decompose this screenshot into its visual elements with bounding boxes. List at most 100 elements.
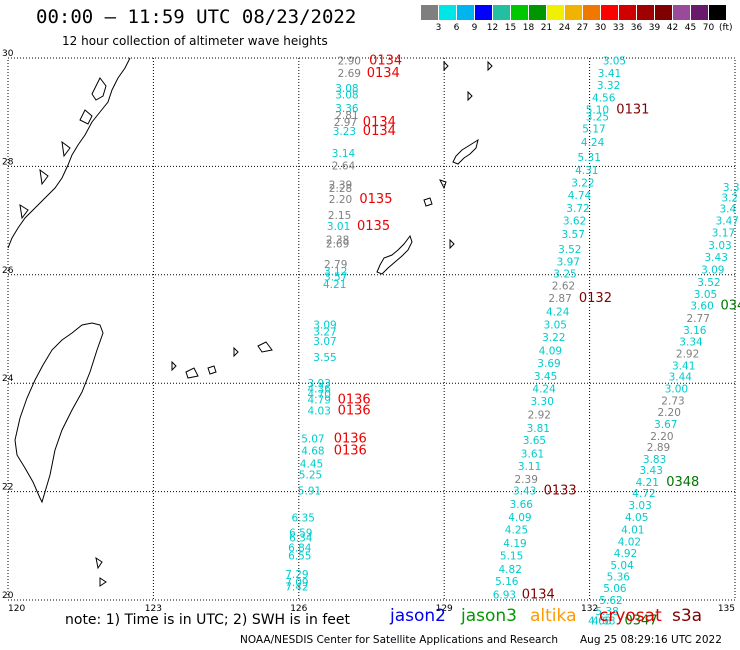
wave-height-value: 4.25 <box>505 525 528 537</box>
wave-height-value: 2.64 <box>332 160 356 172</box>
wave-height-value: 6.93 <box>493 590 516 602</box>
wave-height-value: 3.01 <box>327 221 350 233</box>
wave-height-value: 3.55 <box>313 352 336 364</box>
wave-height-value: 3.69 <box>537 358 560 370</box>
wave-height-value: 3.05 <box>544 320 567 332</box>
wave-height-value: 3.81 <box>527 423 550 435</box>
coastlines <box>7 57 493 587</box>
wave-height-value: 3.23 <box>333 126 356 138</box>
wave-height-value: 2.90 <box>338 56 361 68</box>
map-subtitle: 12 hour collection of altimeter wave hei… <box>62 34 328 48</box>
wave-height-value: 3.57 <box>324 271 347 283</box>
colorbar-swatch <box>547 5 564 20</box>
china-coast-islands <box>19 77 107 220</box>
wave-height-value: 3.41 <box>672 360 695 372</box>
pass-number-label: 0136 <box>334 443 367 458</box>
colorbar-swatch <box>529 5 546 20</box>
lat-tick-label: 24 <box>2 374 14 384</box>
pass-number-label: 034 <box>721 299 740 314</box>
wave-height-value: 3.83 <box>643 454 666 466</box>
wave-height-value: 2.77 <box>687 313 710 325</box>
wave-height-value: 5.04 <box>610 560 634 572</box>
wave-height-value: 4.31 <box>575 165 598 177</box>
wave-height-value: 2.97 <box>334 117 357 129</box>
wave-height-value: 2.79 <box>324 259 347 271</box>
wave-height-value: 3.11 <box>518 461 541 473</box>
wave-height-value: 3.25 <box>553 269 576 281</box>
wave-height-value: 3.43 <box>640 465 663 477</box>
colorbar-label: 70 <box>702 23 715 33</box>
pass-number-label: 0135 <box>359 192 392 207</box>
wave-height-value: 6.35 <box>292 513 315 525</box>
wave-height-value: 2.89 <box>647 442 670 454</box>
wave-height-value: 5.17 <box>582 124 605 136</box>
wave-height-value: 4.21 <box>636 477 659 489</box>
taiwan-coastline <box>14 322 104 504</box>
colorbar-swatch <box>493 5 510 20</box>
wave-height-value: 3.22 <box>542 332 565 344</box>
colorbar-label: 30 <box>594 23 607 33</box>
wave-height-value: 2.28 <box>329 183 352 195</box>
wave-height-value: 3.66 <box>510 499 534 511</box>
pass-number-label: 0347 <box>625 614 658 629</box>
wave-height-value: 6.59 <box>289 527 312 539</box>
pass-number-label: 0136 <box>338 403 371 418</box>
colorbar-swatch <box>457 5 474 20</box>
wave-height-value: 2.81 <box>335 110 358 122</box>
wave-height-value: 3.67 <box>654 419 677 431</box>
wave-height-value: 4.24 <box>581 137 605 149</box>
map-title: 00:00 — 11:59 UTC 08/23/2022 <box>36 6 357 28</box>
colorbar-label: 15 <box>504 23 517 33</box>
amami-island <box>452 138 479 165</box>
wave-height-value: 4.24 <box>546 307 570 319</box>
colorbar-label: 24 <box>558 23 571 33</box>
wave-height-value: 2.69 <box>338 68 361 80</box>
wave-height-value: 3.62 <box>563 216 586 228</box>
wave-height-value: 4.21 <box>323 279 346 291</box>
lat-tick-label: 20 <box>2 591 14 601</box>
pass-number-label: 0131 <box>616 103 649 118</box>
wave-height-value: 2.87 <box>548 293 571 305</box>
legend-item-jason2: jason2 <box>390 606 446 626</box>
colorbar-swatch <box>619 5 636 20</box>
pass-number-label: 0133 <box>544 484 577 499</box>
wave-height-value: 3.12 <box>324 266 347 278</box>
wave-height-value: 3.00 <box>665 384 688 396</box>
wave-height-value: 3.41 <box>598 68 621 80</box>
pass-number-label: 0134 <box>369 54 402 69</box>
wave-height-value: 5.10 <box>586 105 609 117</box>
wave-height-value: 5.15 <box>500 551 523 563</box>
lon-tick-label: 120 <box>8 604 25 614</box>
wave-height-value: 3.32 <box>597 80 620 92</box>
wave-height-value: 4.03 <box>308 405 331 417</box>
wave-height-value: 3.27 <box>313 327 336 339</box>
wave-height-value: 7.42 <box>285 582 308 594</box>
colorbar-swatch <box>583 5 600 20</box>
wave-height-value: 5.62 <box>599 595 622 607</box>
lat-tick-label: 26 <box>2 266 14 276</box>
wave-height-value: 4.02 <box>618 537 641 549</box>
colorbar-label: 9 <box>471 23 478 33</box>
lon-tick-label: 132 <box>581 604 598 614</box>
wave-height-value: 4.56 <box>592 93 616 105</box>
colorbar-swatch <box>709 5 726 20</box>
colorbar-swatch <box>439 5 456 20</box>
wave-height-value: 3.05 <box>603 56 626 68</box>
colorbar-label: 33 <box>612 23 625 33</box>
lon-tick-label: 123 <box>145 604 162 614</box>
wave-height-value: 3.08 <box>335 89 358 101</box>
wave-height-value: 4.24 <box>532 384 556 396</box>
wave-height-value: 3.45 <box>534 371 557 383</box>
wave-height-value: 2.92 <box>676 348 699 360</box>
wave-height-value: 3.03 <box>628 500 651 512</box>
wave-height-value: 3.93 <box>308 378 331 390</box>
colorbar-swatch <box>601 5 618 20</box>
credit-text: NOAA/NESDIS Center for Satellite Applica… <box>240 634 558 646</box>
lon-tick-label: 135 <box>718 604 735 614</box>
colorbar-label: 39 <box>648 23 661 33</box>
wave-height-value: 2.69 <box>326 238 349 250</box>
wave-height-value: 4.01 <box>621 525 644 537</box>
wave-height-value: 2.62 <box>552 281 575 293</box>
wave-height-value: 3.57 <box>562 229 585 241</box>
wave-height-value: 4.68 <box>301 445 324 457</box>
